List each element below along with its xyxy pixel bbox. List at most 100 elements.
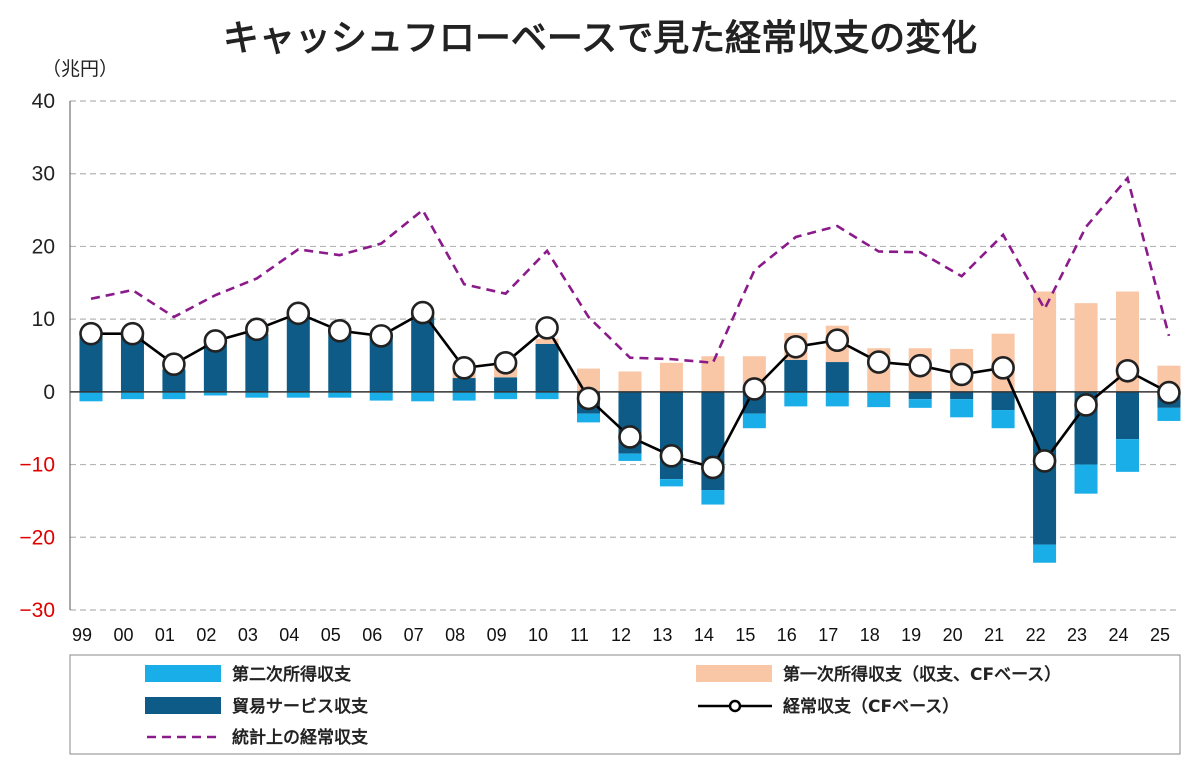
cf-balance-point: [452, 356, 476, 380]
x-tick-label: 14: [694, 625, 714, 645]
x-tick-label: 09: [487, 625, 507, 645]
cf-balance-point: [1032, 449, 1057, 473]
cf-balance-point: [1074, 393, 1098, 417]
cf-balance-point: [784, 334, 808, 359]
x-tick-label: 21: [984, 625, 1004, 645]
y-tick-label: −20: [19, 526, 55, 549]
bar-segment: [1116, 391, 1139, 440]
bar-segment: [494, 391, 518, 400]
cf-balance-point: [493, 350, 518, 375]
bar-segment: [867, 392, 891, 408]
cf-balance-point: [535, 316, 559, 340]
bar-segment: [784, 359, 808, 392]
cf-balance-point: [120, 321, 145, 346]
cf-balance-point: [576, 386, 601, 411]
cf-balance-point: [203, 329, 228, 353]
y-tick-label: 0: [43, 381, 55, 404]
bar-segment: [991, 391, 1015, 411]
y-tick-label: −30: [19, 599, 55, 622]
bar-segment: [1033, 291, 1057, 392]
x-tick-label: 24: [1108, 625, 1128, 645]
bar-segment: [659, 479, 683, 487]
x-tick-label: 11: [570, 625, 589, 645]
bar-segment: [328, 391, 352, 398]
legend-label: 第二次所得収支: [232, 664, 352, 685]
y-tick-label: −10: [19, 454, 55, 477]
bar-segment: [245, 333, 269, 392]
bar-segment: [535, 338, 559, 344]
cf-balance-point: [1115, 358, 1140, 383]
cf-balance-point: [825, 328, 850, 353]
bar-segment: [1033, 544, 1057, 563]
bar-segment: [411, 315, 435, 392]
bar-segment: [328, 330, 352, 392]
x-tick-label: 04: [279, 625, 299, 645]
y-tick-label: 20: [32, 235, 55, 258]
cf-balance-point: [245, 317, 269, 342]
bar-segment: [369, 391, 393, 401]
x-tick-label: 18: [860, 625, 880, 645]
x-tick-label: 17: [818, 625, 838, 645]
bar-segment: [701, 356, 725, 392]
legend-label: 経常収支（CFベース）: [783, 696, 959, 717]
bar-segment: [577, 413, 601, 423]
bar-segment: [1157, 407, 1181, 421]
bar-segment: [991, 410, 1015, 429]
bar-segment: [535, 391, 559, 400]
bar-segment: [452, 378, 476, 392]
y-axis-ticks: 40 30 20 10 0 −10 −20 −30: [19, 90, 55, 622]
bar-segment: [577, 368, 601, 392]
x-tick-label: 02: [196, 625, 216, 645]
x-tick-label: 99: [72, 625, 92, 645]
x-tick-label: 12: [611, 625, 631, 645]
bar-segment: [618, 371, 642, 392]
bar-segment: [369, 336, 393, 392]
cf-balance-point: [79, 321, 103, 346]
bar-segment: [162, 391, 186, 400]
cf-balance-point: [701, 455, 725, 480]
cf-balance-point: [410, 300, 435, 325]
bar-segment: [1116, 439, 1139, 472]
bar-segment: [79, 335, 103, 392]
legend-swatch: [696, 665, 772, 682]
legend-swatch: [145, 665, 221, 682]
bar-segment: [203, 344, 227, 392]
y-axis-unit: （兆円）: [42, 58, 118, 80]
legend-label: 統計上の経常収支: [232, 727, 369, 748]
legend-label: 貿易サービス収支: [232, 696, 369, 717]
x-tick-label: 13: [652, 625, 672, 645]
x-tick-label: 10: [528, 625, 548, 645]
bar-segment: [1074, 464, 1098, 494]
x-tick-label: 15: [735, 625, 755, 645]
x-tick-label: 08: [445, 625, 465, 645]
bar-segment: [162, 369, 186, 392]
x-tick-label: 05: [321, 625, 341, 645]
bar-segment: [203, 391, 227, 396]
y-tick-label: 40: [32, 90, 55, 113]
bar-segment: [659, 362, 683, 392]
bar-segment: [908, 391, 932, 400]
bar-segment: [908, 399, 932, 408]
x-tick-label: 23: [1067, 625, 1087, 645]
bar-segment: [494, 377, 518, 392]
y-tick-label: 30: [32, 163, 55, 186]
bar-segment: [286, 315, 310, 392]
y-tick-label: 10: [32, 308, 55, 331]
bar-segment: [950, 391, 974, 400]
x-tick-label: 06: [362, 625, 382, 645]
legend: 第二次所得収支 第一次所得収支（収支、CFベース） 貿易サービス収支 経常収支（CFベ…: [69, 654, 1181, 755]
x-tick-label: 20: [943, 625, 963, 645]
bar-segment: [825, 362, 849, 392]
cf-balance-point: [327, 318, 352, 343]
bar-segment: [245, 391, 269, 398]
x-tick-label: 22: [1026, 625, 1046, 645]
cf-balance-point: [742, 377, 767, 401]
bar-segment: [120, 391, 144, 400]
bar-segment: [701, 490, 725, 505]
line-series: [79, 175, 1181, 480]
legend-marker: [728, 699, 742, 713]
legend-label: 第一次所得収支（収支、CFベース）: [783, 664, 1061, 685]
x-tick-label: 16: [777, 625, 797, 645]
cf-balance-point: [1157, 380, 1181, 405]
